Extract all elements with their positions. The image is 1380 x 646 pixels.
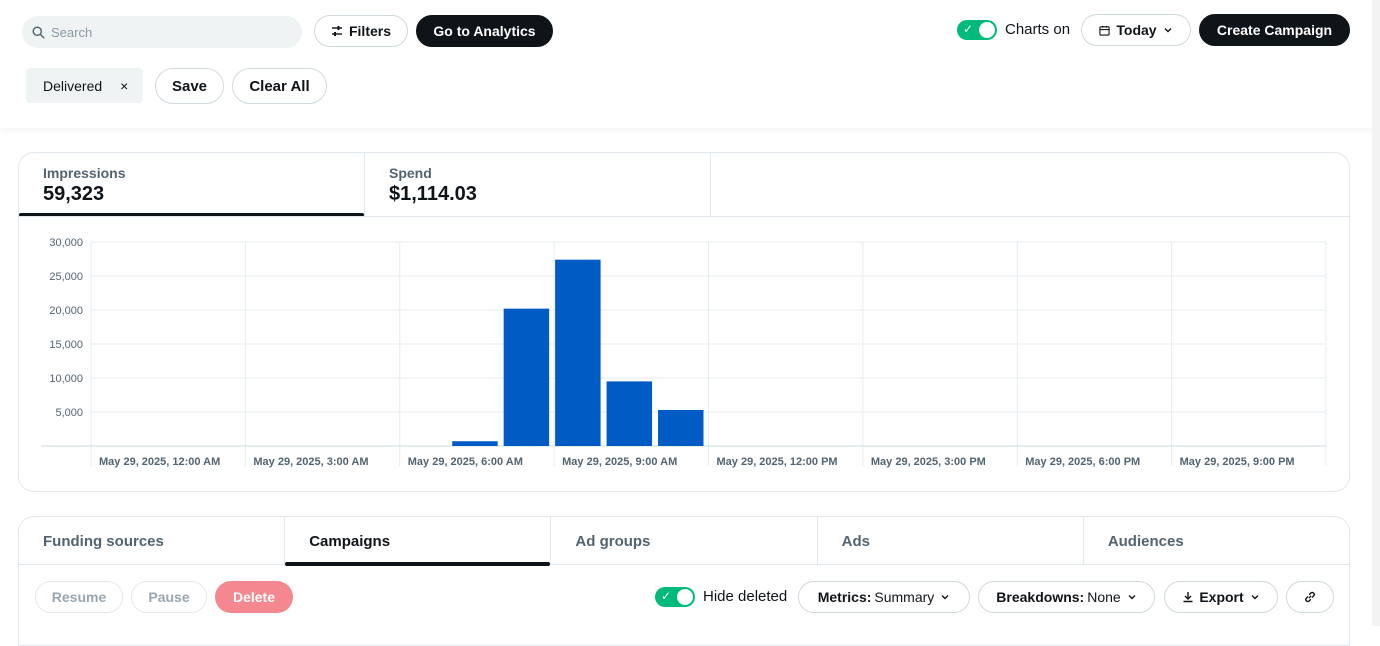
entity-panel: Funding sources Campaigns Ad groups Ads …	[18, 516, 1350, 646]
save-filter-button[interactable]: Save	[155, 68, 224, 104]
search-input[interactable]: Search	[22, 16, 302, 48]
date-range-dropdown[interactable]: Today	[1081, 14, 1191, 46]
breakdowns-value: None	[1087, 589, 1121, 605]
chart-card: Impressions 59,323 Spend $1,114.03 5,000…	[18, 152, 1350, 492]
scrollbar[interactable]	[1372, 0, 1380, 626]
search-icon	[32, 25, 45, 39]
pause-button[interactable]: Pause	[131, 581, 207, 613]
chart-bar	[452, 441, 498, 446]
toggle-knob	[677, 589, 693, 605]
chip-label: Delivered	[43, 77, 103, 94]
save-label: Save	[171, 77, 208, 95]
y-tick-label: 25,000	[49, 271, 83, 283]
chevron-down-icon	[941, 595, 949, 600]
hide-deleted-toggle[interactable]: ✓	[655, 587, 695, 607]
create-campaign-button[interactable]: Create Campaign	[1199, 14, 1350, 46]
y-tick-label: 15,000	[49, 339, 83, 351]
chevron-down-icon	[1128, 595, 1136, 600]
chevron-down-icon	[1164, 28, 1172, 33]
metrics-dropdown[interactable]: Metrics: Summary	[798, 581, 970, 613]
tab-audiences[interactable]: Audiences	[1107, 532, 1184, 550]
clear-all-label: Clear All	[249, 77, 310, 95]
calendar-icon	[1099, 25, 1111, 36]
y-tick-label: 10,000	[49, 373, 83, 385]
date-range-label: Today	[1116, 22, 1157, 38]
search-placeholder: Search	[51, 24, 93, 40]
resume-button[interactable]: Resume	[35, 581, 123, 613]
metrics-value: Summary	[874, 589, 935, 605]
chart-bar	[503, 308, 550, 446]
chart-bar	[658, 409, 704, 446]
charts-toggle[interactable]: ✓	[957, 20, 997, 40]
create-campaign-label: Create Campaign	[1216, 22, 1333, 38]
x-tick-label: May 29, 2025, 12:00 PM	[717, 456, 838, 468]
copy-link-button[interactable]	[1286, 581, 1334, 613]
metric-label: Spend	[389, 165, 432, 181]
tab-ads[interactable]: Ads	[818, 517, 1084, 565]
link-icon	[1305, 591, 1315, 603]
y-tick-label: 5,000	[55, 407, 83, 419]
x-tick-label: May 29, 2025, 3:00 PM	[871, 456, 986, 468]
metric-value: 59,323	[43, 183, 105, 205]
x-tick-label: May 29, 2025, 6:00 AM	[408, 456, 523, 468]
toggle-knob	[979, 22, 995, 38]
filters-label: Filters	[348, 23, 391, 39]
export-label: Export	[1199, 589, 1244, 605]
analytics-label: Go to Analytics	[433, 23, 536, 39]
close-icon[interactable]: ×	[120, 77, 129, 94]
x-tick-label: May 29, 2025, 9:00 PM	[1180, 456, 1295, 468]
metric-tab-spend[interactable]: Spend $1,114.03	[365, 153, 711, 217]
metric-label: Impressions	[43, 165, 126, 181]
delete-button[interactable]: Delete	[215, 581, 293, 613]
y-tick-label: 20,000	[49, 305, 83, 317]
chart-bar	[555, 259, 601, 446]
check-icon: ✓	[963, 22, 974, 36]
tab-campaigns[interactable]: Campaigns	[285, 517, 552, 566]
x-tick-label: May 29, 2025, 6:00 PM	[1025, 456, 1140, 468]
go-to-analytics-button[interactable]: Go to Analytics	[416, 15, 553, 47]
x-tick-label: May 29, 2025, 9:00 AM	[562, 456, 677, 468]
charts-on-label: Charts on	[1005, 21, 1071, 38]
chevron-down-icon	[1251, 595, 1259, 600]
hide-deleted-label: Hide deleted	[703, 588, 788, 605]
x-tick-label: May 29, 2025, 12:00 AM	[99, 456, 220, 468]
metric-tab-impressions[interactable]: Impressions 59,323	[19, 153, 365, 217]
impressions-chart: 5,000 10,000 15,000 20,000 25,000 30,000 May 2…	[41, 237, 1327, 468]
download-icon	[1183, 592, 1193, 603]
clear-all-button[interactable]: Clear All	[232, 68, 327, 104]
sliders-icon	[331, 26, 342, 36]
breakdowns-dropdown[interactable]: Breakdowns: None	[978, 581, 1155, 613]
metric-value: $1,114.03	[389, 183, 477, 205]
export-dropdown[interactable]: Export	[1164, 581, 1278, 613]
entity-tabs: Funding sources Campaigns Ad groups Ads …	[19, 517, 1349, 566]
filters-button[interactable]: Filters	[314, 15, 408, 47]
check-icon: ✓	[661, 589, 672, 603]
divider	[19, 216, 1349, 217]
breakdowns-key: Breakdowns:	[996, 589, 1085, 605]
tab-funding-sources[interactable]: Funding sources	[19, 517, 286, 565]
metrics-key: Metrics:	[817, 589, 872, 605]
y-tick-label: 30,000	[49, 237, 83, 249]
x-tick-label: May 29, 2025, 3:00 AM	[253, 456, 368, 468]
chart-bar	[606, 381, 653, 446]
filter-chip-delivered: Delivered ×	[26, 68, 143, 103]
top-bar: Search Filters Go to Analytics ✓ Charts …	[0, 0, 1372, 128]
tab-ad-groups[interactable]: Ad groups	[551, 517, 818, 565]
